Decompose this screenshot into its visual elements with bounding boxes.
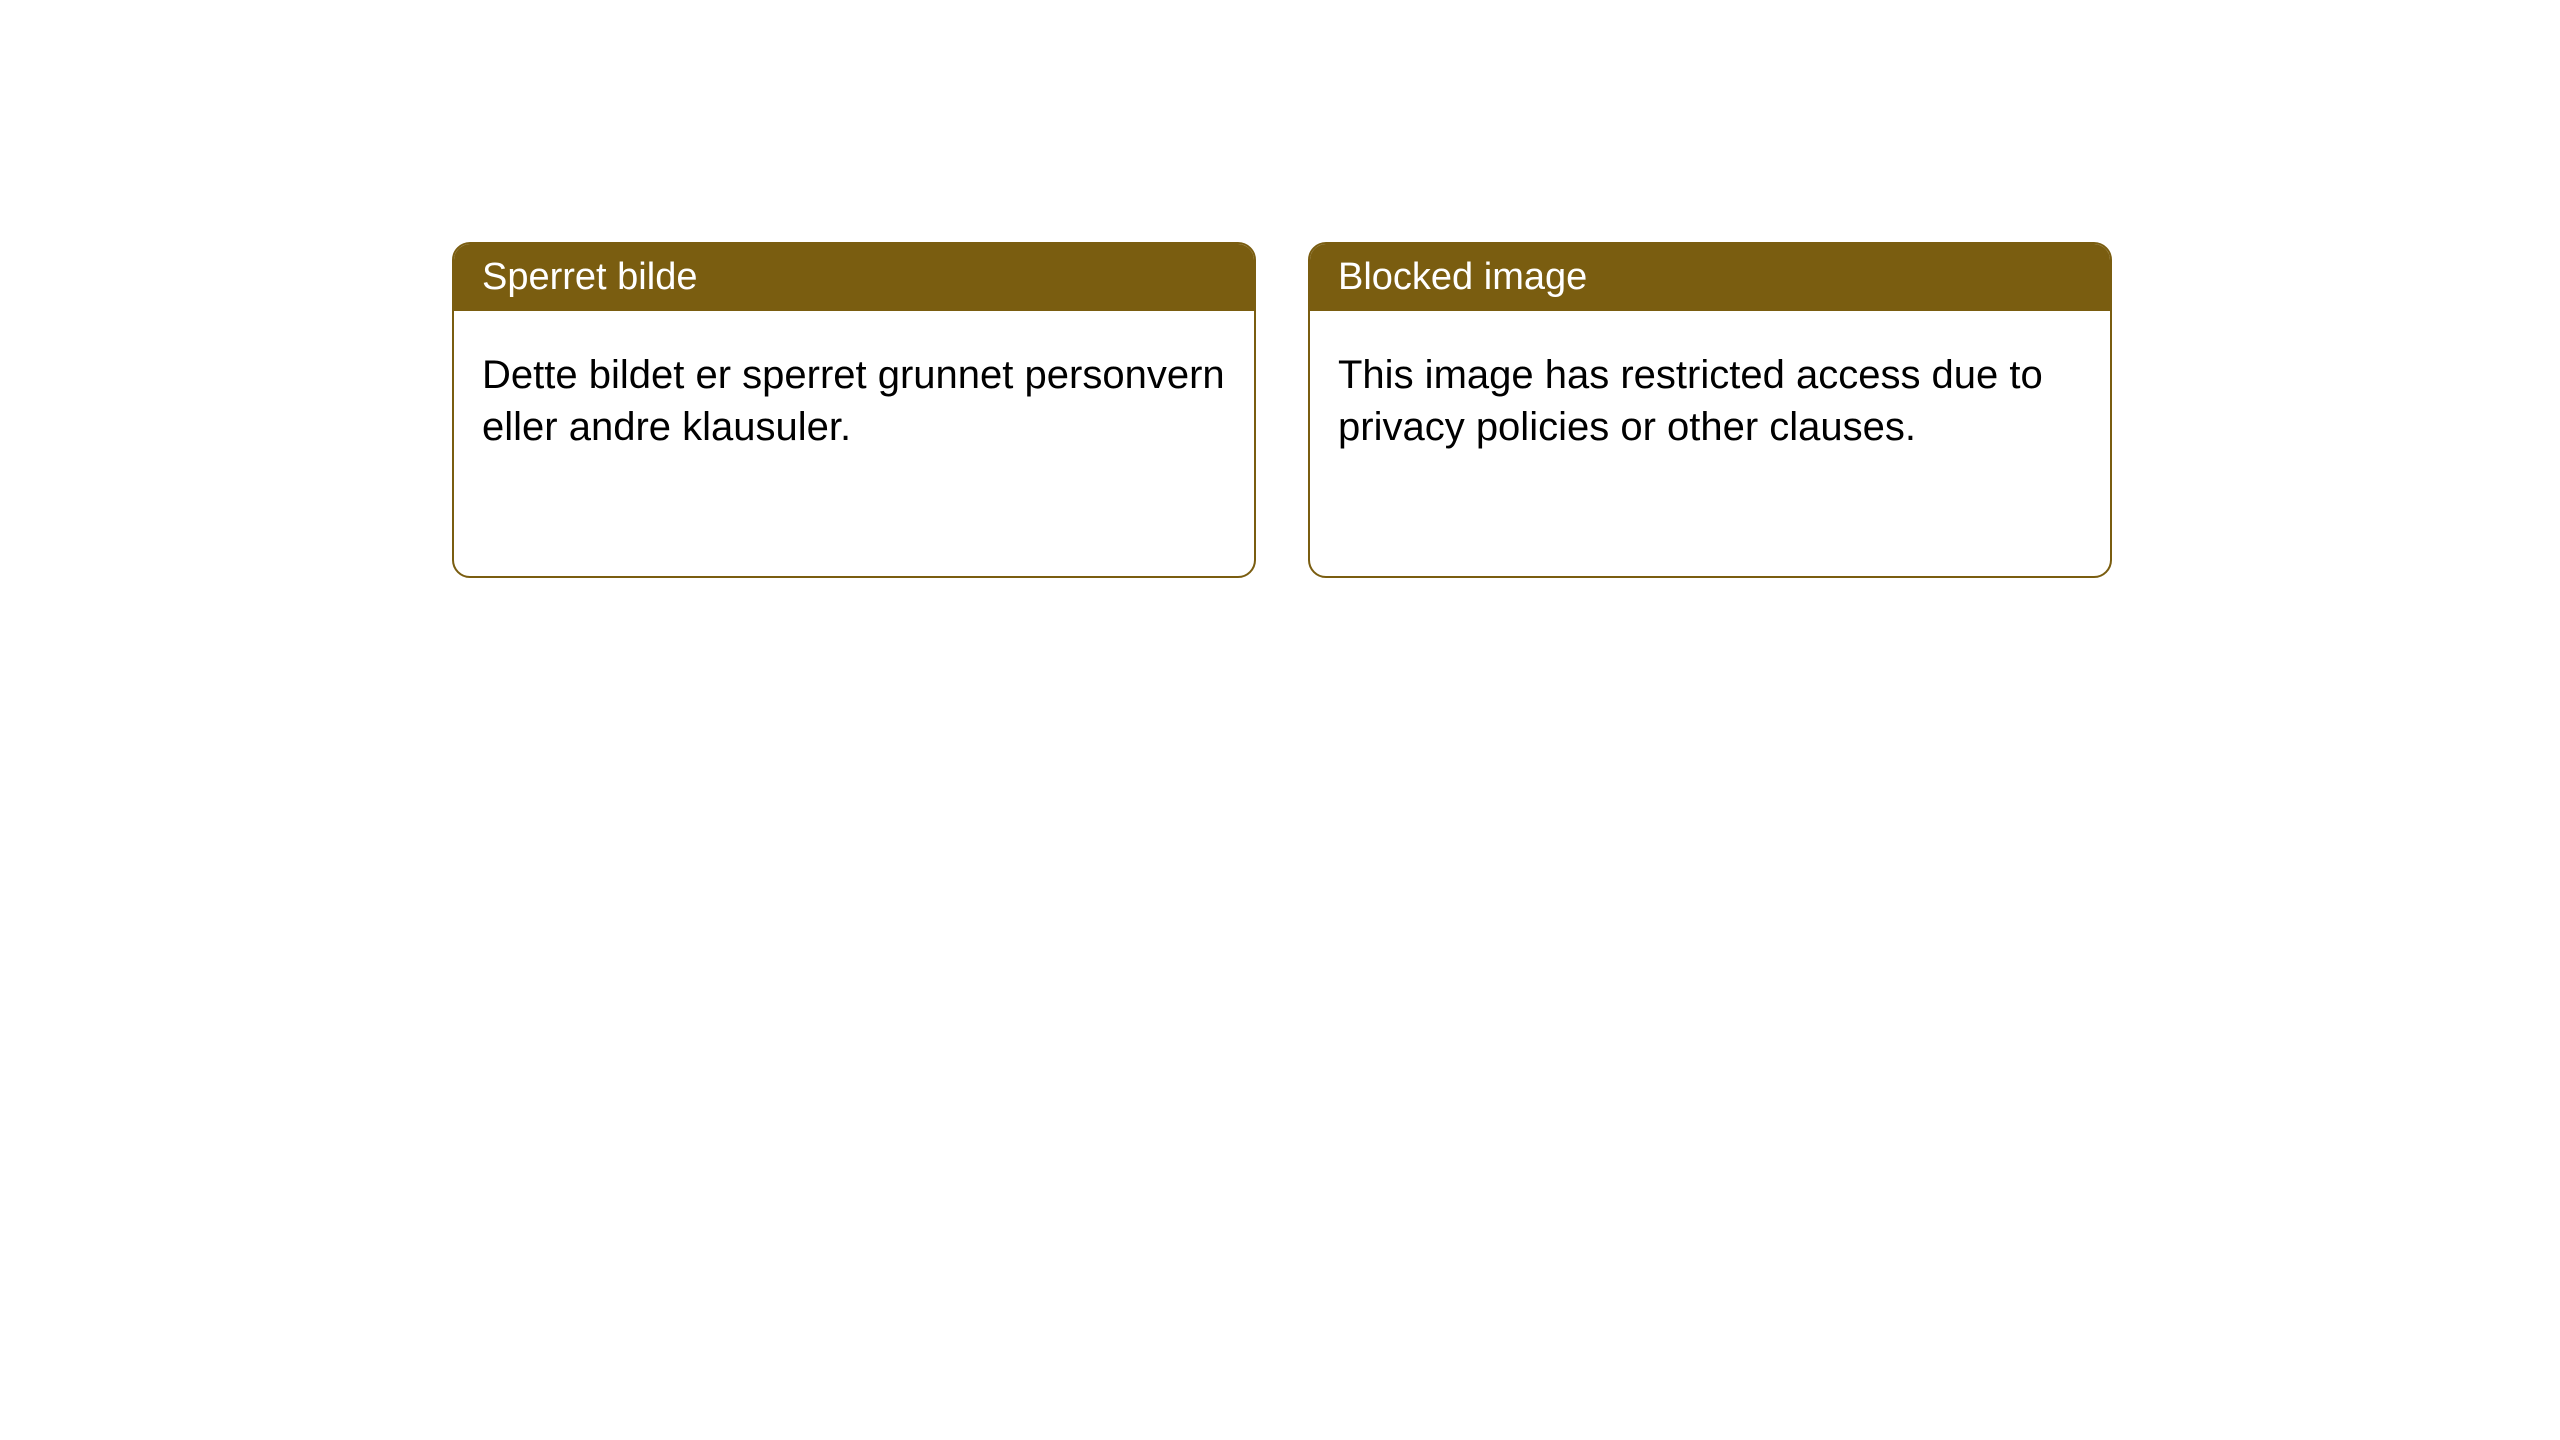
notice-title: Blocked image: [1338, 256, 1587, 298]
notice-title: Sperret bilde: [482, 256, 697, 298]
notice-container: Sperret bilde Dette bildet er sperret gr…: [452, 242, 2112, 578]
notice-box-english: Blocked image This image has restricted …: [1308, 242, 2112, 578]
notice-box-norwegian: Sperret bilde Dette bildet er sperret gr…: [452, 242, 1256, 578]
notice-body: Dette bildet er sperret grunnet personve…: [454, 311, 1254, 491]
notice-header: Blocked image: [1310, 244, 2110, 311]
notice-body-text: Dette bildet er sperret grunnet personve…: [482, 353, 1225, 449]
notice-body-text: This image has restricted access due to …: [1338, 353, 2043, 449]
notice-header: Sperret bilde: [454, 244, 1254, 311]
notice-body: This image has restricted access due to …: [1310, 311, 2110, 491]
